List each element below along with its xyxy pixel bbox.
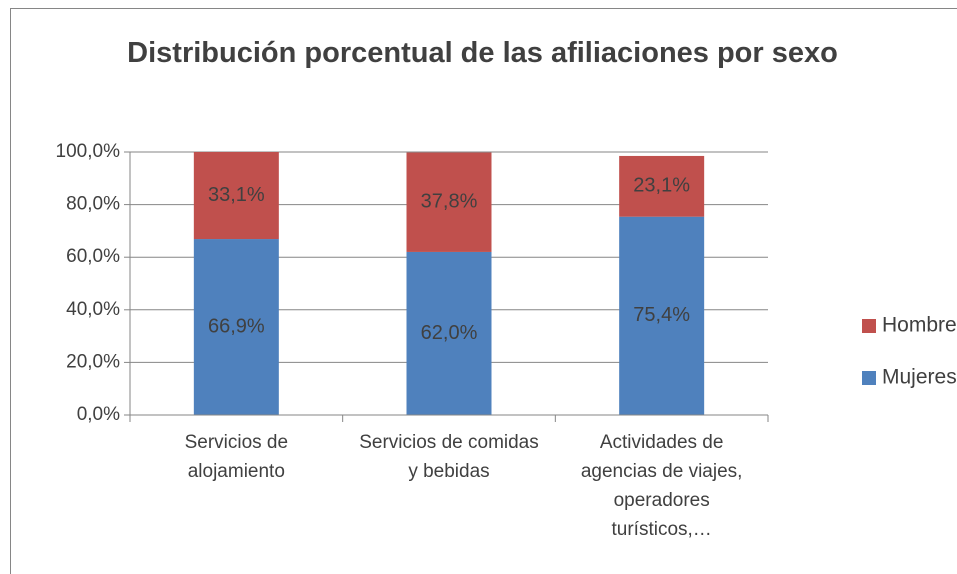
- y-tick-label: 60,0%: [66, 246, 120, 267]
- y-tick-label: 0,0%: [77, 404, 120, 425]
- y-tick-label: 100,0%: [56, 141, 121, 162]
- bar-segment: [619, 155, 705, 217]
- y-tick-label: 80,0%: [66, 194, 120, 215]
- bar-segment: [193, 239, 279, 415]
- value-label: 75,4%: [633, 304, 690, 326]
- value-label: 37,8%: [421, 191, 478, 213]
- bar-segment: [193, 152, 279, 240]
- x-tick-label: Actividades de agencias de viajes, opera…: [580, 432, 743, 540]
- legend-swatch: [862, 371, 876, 385]
- chart-border: [10, 8, 957, 574]
- y-tick-label: 40,0%: [66, 299, 120, 320]
- y-tick-label: 20,0%: [66, 351, 120, 372]
- bar-segment: [619, 216, 705, 415]
- x-tick-label: Servicios de alojamiento: [184, 432, 289, 482]
- value-label: 66,9%: [208, 315, 265, 337]
- legend-label: Hombres: [882, 314, 957, 337]
- x-tick-label: Servicios de comidas y bebidas: [359, 432, 539, 482]
- bar-segment: [406, 251, 492, 415]
- chart-title: Distribución porcentual de las afiliacio…: [127, 37, 838, 69]
- legend-label: Mujeres: [882, 366, 957, 389]
- legend-swatch: [862, 319, 876, 333]
- bar-segment: [406, 152, 492, 252]
- value-label: 23,1%: [633, 175, 690, 197]
- value-label: 62,0%: [421, 322, 478, 344]
- value-label: 33,1%: [208, 184, 265, 206]
